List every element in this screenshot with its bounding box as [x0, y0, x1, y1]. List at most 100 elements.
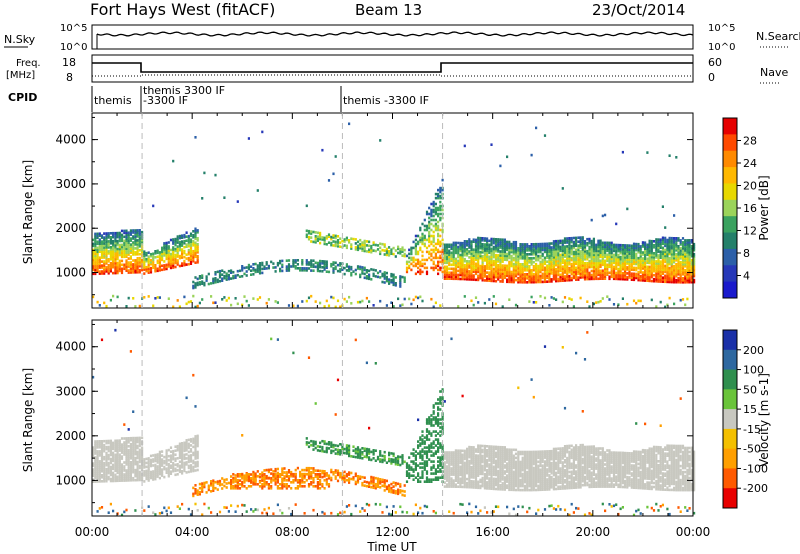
data-cell: [129, 453, 132, 456]
data-cell: [285, 473, 288, 476]
data-cell: [176, 235, 179, 238]
data-cell: [158, 464, 161, 468]
data-cell: [92, 478, 95, 481]
data-cell: [314, 475, 317, 478]
data-cell: [196, 440, 199, 444]
data-cell: [332, 261, 335, 264]
data-cell: [650, 251, 653, 255]
data-cell: [592, 249, 595, 253]
data-cell: [348, 269, 351, 273]
data-cell: [661, 238, 664, 242]
data-cell: [637, 278, 640, 282]
data-cell: [693, 280, 696, 284]
data-cell: [109, 242, 112, 245]
data-cell: [619, 277, 622, 281]
data-cell: [92, 480, 95, 483]
data-cell: [428, 250, 431, 254]
data-cell: [112, 471, 115, 475]
data-cell: [350, 271, 353, 275]
data-cell: [543, 280, 547, 284]
data-cell: [477, 264, 480, 268]
data-cell: [161, 458, 164, 461]
data-cell: [624, 256, 627, 259]
data-cell: [250, 477, 253, 480]
data-cell: [572, 236, 575, 240]
data-cell: [684, 259, 687, 262]
data-cell: [490, 267, 493, 271]
data-cell: [474, 252, 478, 256]
data-cell: [123, 267, 126, 271]
data-cell: [232, 270, 235, 274]
data-cell: [459, 241, 462, 245]
data-cell: [655, 238, 658, 241]
data-cell: [425, 246, 429, 250]
data-cell: [494, 302, 498, 306]
data-cell: [187, 244, 190, 248]
data-cell: [459, 245, 462, 249]
data-cell: [107, 511, 110, 514]
data-cell: [688, 257, 691, 260]
data-cell: [617, 257, 620, 261]
data-cell: [330, 468, 333, 472]
data-cell: [597, 239, 600, 243]
data-cell: [301, 300, 304, 303]
data-cell: [254, 270, 257, 274]
data-cell: [630, 268, 633, 271]
data-cell: [466, 240, 469, 243]
data-cell: [459, 255, 462, 259]
data-cell: [141, 240, 144, 244]
data-cell: [570, 256, 573, 260]
data-cell: [174, 449, 177, 452]
data-cell: [109, 449, 112, 453]
data-cell: [129, 467, 132, 470]
data-cell: [437, 238, 440, 242]
data-cell: [517, 247, 520, 250]
data-cell: [666, 268, 669, 272]
data-cell: [468, 266, 471, 269]
data-cell: [100, 252, 104, 255]
data-cell: [194, 437, 197, 440]
data-cell: [652, 261, 656, 265]
data-cell: [690, 252, 693, 256]
data-cell: [448, 245, 451, 249]
data-cell: [486, 261, 489, 264]
data-cell: [474, 268, 478, 272]
data-cell: [423, 262, 426, 266]
data-cell: [657, 242, 660, 245]
data-cell: [450, 277, 453, 280]
data-cell: [486, 247, 489, 250]
data-cell: [681, 251, 685, 254]
data-cell: [212, 277, 215, 281]
data-cell: [474, 254, 478, 258]
data-cell: [481, 276, 484, 280]
data-cell: [223, 270, 226, 274]
data-cell: [172, 258, 175, 261]
data-cell: [661, 250, 664, 254]
data-cell: [690, 274, 693, 278]
data-cell: [621, 150, 624, 154]
data-cell: [557, 269, 560, 273]
data-cell: [463, 247, 466, 251]
data-cell: [519, 263, 522, 266]
data-cell: [595, 275, 598, 279]
data-cell: [243, 485, 246, 488]
data-cell: [668, 256, 671, 260]
data-cell: [477, 252, 480, 256]
data-cell: [185, 302, 188, 306]
data-cell: [461, 277, 464, 281]
data-cell: [183, 447, 186, 451]
data-cell: [517, 264, 520, 268]
data-cell: [223, 196, 226, 199]
data-cell: [116, 271, 119, 275]
data-cell: [254, 479, 257, 482]
data-cell: [250, 265, 253, 268]
data-cell: [332, 236, 335, 239]
data-cell: [274, 467, 277, 471]
data-cell: [530, 257, 533, 260]
data-cell: [459, 247, 462, 251]
data-cell: [181, 456, 184, 459]
data-cell: [537, 256, 540, 260]
data-cell: [681, 265, 685, 268]
data-cell: [419, 248, 422, 252]
data-cell: [530, 280, 533, 284]
